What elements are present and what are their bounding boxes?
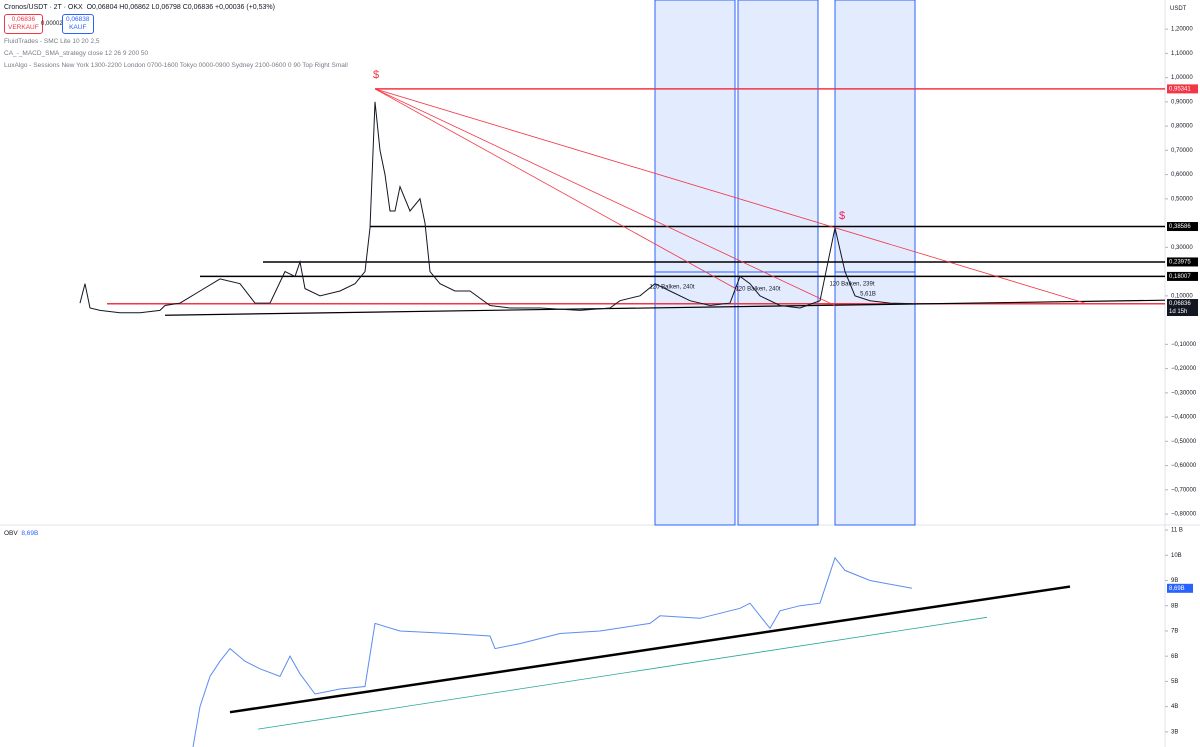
level-label: 0,23975 xyxy=(1169,260,1191,266)
annotation: $ xyxy=(839,210,845,222)
y-tick-label: −0,80000 xyxy=(1171,512,1197,518)
level-label: 0,95341 xyxy=(1169,86,1191,92)
y-tick-label: −0,60000 xyxy=(1171,463,1197,469)
trendline xyxy=(374,88,836,306)
countdown: 1d 15h xyxy=(1169,309,1187,315)
y-tick-label: 0,80000 xyxy=(1171,124,1193,130)
y-tick-label: −0,10000 xyxy=(1171,342,1197,348)
indicator[interactable]: FluidTrades - SMC Lite 10 20 2,5 xyxy=(4,38,100,45)
last-tag xyxy=(1167,299,1198,317)
y-tick-label: 10B xyxy=(1171,553,1182,559)
y-tick-label: 8B xyxy=(1171,603,1178,609)
annotation: 120 Balken, 239t xyxy=(829,282,874,288)
y-tick-label: 1,00000 xyxy=(1171,75,1193,81)
ohlc: O0,06804 H0,06862 L0,06798 C0,06836 +0,0… xyxy=(86,4,275,11)
level-tag xyxy=(1167,257,1198,267)
level-tag xyxy=(1167,222,1198,232)
level-tag xyxy=(1167,271,1198,281)
y-tick-label: 9B xyxy=(1171,578,1178,584)
y-tick-label: 1,10000 xyxy=(1171,51,1193,57)
buy-button[interactable]: 0,06838 KAUF xyxy=(62,14,94,34)
annotation: $ xyxy=(373,69,379,81)
y-tick-label: 11 B xyxy=(1171,528,1183,534)
trendline xyxy=(164,299,1166,316)
trendline xyxy=(257,616,988,730)
price-line xyxy=(79,101,913,314)
y-tick-label: −0,30000 xyxy=(1171,390,1197,396)
last-label: 0,06836 xyxy=(1169,301,1191,307)
obv-tag xyxy=(1167,583,1193,593)
obv-value: 8,69B xyxy=(21,530,39,537)
symbol-title: Cronos/USDT · 2T · OKX xyxy=(4,4,83,11)
indicator[interactable]: LuxAlgo - Sessions New York 1300-2200 Lo… xyxy=(4,62,348,69)
buy-price: 0,06838 xyxy=(66,16,90,23)
buy-label: KAUF xyxy=(69,24,87,31)
y-tick-label: −0,70000 xyxy=(1171,487,1197,493)
obv-name: OBV xyxy=(4,530,18,537)
currency: USDT xyxy=(1170,6,1187,12)
y-tick-label: 5B xyxy=(1171,679,1178,685)
indicator[interactable]: CA_-_MACD_SMA_strategy close 12 26 9 200… xyxy=(4,50,149,57)
annotation: 5,61B xyxy=(860,292,876,298)
y-tick-label: 1,20000 xyxy=(1171,27,1193,33)
level-tag xyxy=(1167,84,1198,94)
y-tick-label: 0,10000 xyxy=(1171,293,1193,299)
sell-button[interactable]: 0,06836 VERKAUF xyxy=(4,14,43,34)
obv-last-label: 8,69B xyxy=(1169,586,1185,592)
level-label: 0,18007 xyxy=(1169,274,1191,280)
annotation: 120 Balken, 240t xyxy=(735,287,780,293)
y-tick-label: 0,70000 xyxy=(1171,148,1193,154)
sell-price: 0,06836 xyxy=(11,16,36,23)
obv-title: OBV 8,69B xyxy=(4,530,38,537)
y-tick-label: 6B xyxy=(1171,654,1178,660)
y-tick-label: 3B xyxy=(1171,729,1178,735)
trendline xyxy=(374,88,741,292)
price-line xyxy=(192,556,913,747)
spread: 0,00002 xyxy=(41,21,63,27)
trendline xyxy=(229,585,1071,714)
annotation: 120 Balken, 240t xyxy=(649,285,694,291)
y-tick-label: 0,30000 xyxy=(1171,245,1193,251)
y-tick-label: 0,60000 xyxy=(1171,172,1193,178)
symbol[interactable]: Cronos/USDT · 2T · OKX O0,06804 H0,06862… xyxy=(4,4,275,11)
y-tick-label: −0,20000 xyxy=(1171,366,1197,372)
y-tick-label: 7B xyxy=(1171,629,1178,635)
y-tick-label: −0,40000 xyxy=(1171,415,1197,421)
level-label: 0,38586 xyxy=(1169,224,1191,230)
y-tick-label: 4B xyxy=(1171,704,1178,710)
y-tick-label: −0,50000 xyxy=(1171,439,1197,445)
y-tick-label: 0,90000 xyxy=(1171,99,1193,105)
sell-label: VERKAUF xyxy=(8,24,39,31)
y-tick-label: 0,50000 xyxy=(1171,196,1193,202)
trendline xyxy=(374,88,1086,304)
